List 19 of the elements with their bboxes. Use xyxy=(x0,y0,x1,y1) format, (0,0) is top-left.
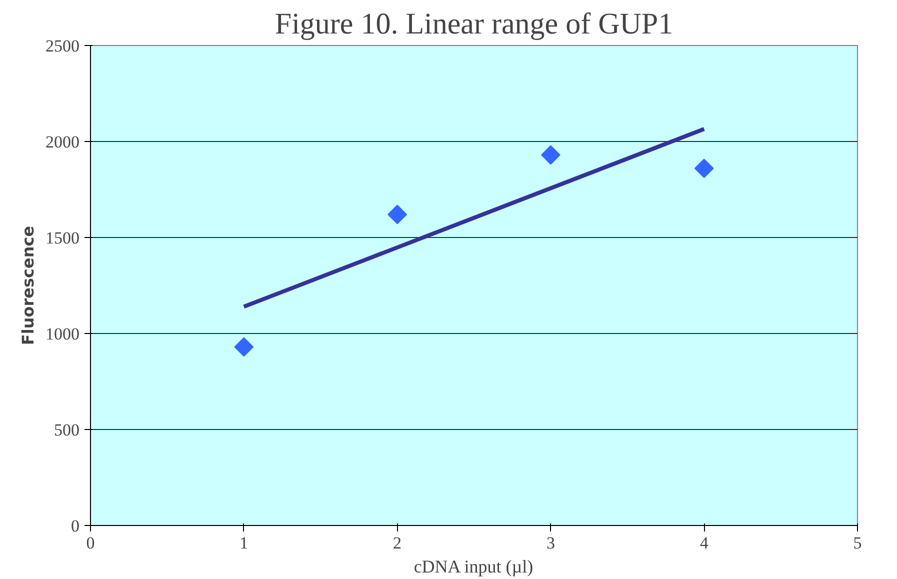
y-tick-label: 0 xyxy=(71,516,80,536)
y-tick-label: 2500 xyxy=(46,36,80,56)
y-tick-label: 1500 xyxy=(46,228,80,248)
x-tick-label: 5 xyxy=(853,534,862,552)
point xyxy=(694,158,714,178)
y-tick-label: 500 xyxy=(54,420,80,440)
x-tick-label: 3 xyxy=(546,534,555,552)
point xyxy=(234,337,254,357)
chart-title: Figure 10. Linear range of GUP1 xyxy=(274,8,674,40)
x-tick-label: 1 xyxy=(240,534,248,552)
y-tick-label: 2000 xyxy=(46,132,80,152)
x-tick-label: 0 xyxy=(86,534,95,552)
x-tick-label: 2 xyxy=(393,534,402,552)
x-tick-label: 4 xyxy=(700,534,709,552)
x-axis-title: cDNA input (µl) xyxy=(414,556,534,576)
y-tick-label: 1000 xyxy=(46,324,80,344)
point xyxy=(541,145,560,165)
y-axis-title: Fluorescence xyxy=(18,226,38,346)
point xyxy=(388,204,407,224)
